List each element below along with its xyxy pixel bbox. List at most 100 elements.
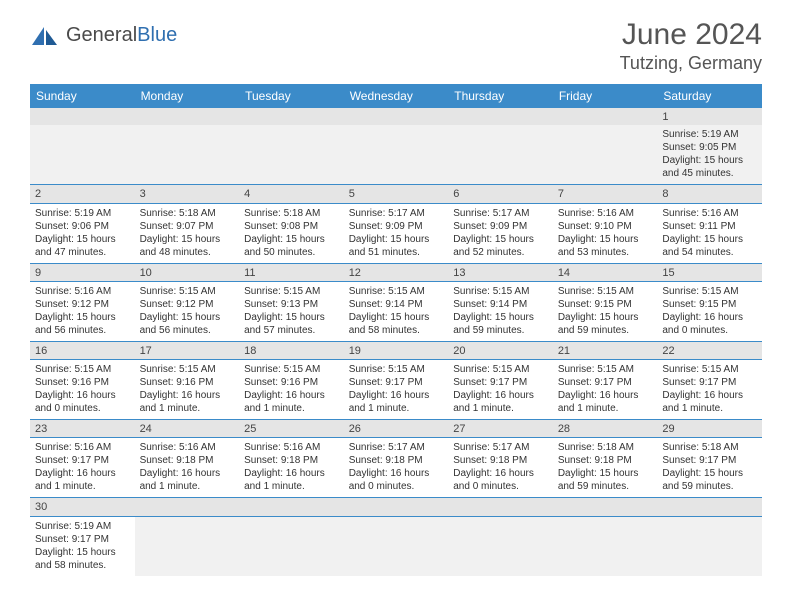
sunrise-text: Sunrise: 5:19 AM	[35, 520, 130, 533]
day-cell: Sunrise: 5:17 AMSunset: 9:18 PMDaylight:…	[344, 438, 449, 498]
sunrise-text: Sunrise: 5:17 AM	[453, 441, 548, 454]
week-content-row: Sunrise: 5:16 AMSunset: 9:12 PMDaylight:…	[30, 281, 762, 341]
sunrise-text: Sunrise: 5:16 AM	[35, 441, 130, 454]
sunrise-text: Sunrise: 5:15 AM	[35, 363, 130, 376]
day-cell: Sunrise: 5:17 AMSunset: 9:18 PMDaylight:…	[448, 438, 553, 498]
day-number-cell: 26	[344, 420, 449, 438]
sunrise-text: Sunrise: 5:15 AM	[349, 363, 444, 376]
sunset-text: Sunset: 9:17 PM	[35, 533, 130, 546]
sunrise-text: Sunrise: 5:19 AM	[35, 207, 130, 220]
day-cell: Sunrise: 5:15 AMSunset: 9:16 PMDaylight:…	[135, 360, 240, 420]
weekday-header-row: Sunday Monday Tuesday Wednesday Thursday…	[30, 84, 762, 108]
day-cell	[135, 516, 240, 576]
sunset-text: Sunset: 9:07 PM	[140, 220, 235, 233]
sunset-text: Sunset: 9:13 PM	[244, 298, 339, 311]
sunrise-text: Sunrise: 5:17 AM	[349, 441, 444, 454]
day-number-row: 1	[30, 108, 762, 125]
calendar-page: General Blue June 2024 Tutzing, Germany …	[0, 0, 792, 594]
weekday-header: Wednesday	[344, 84, 449, 108]
daylight-text: Daylight: 16 hours and 0 minutes.	[453, 467, 548, 493]
day-cell: Sunrise: 5:18 AMSunset: 9:08 PMDaylight:…	[239, 203, 344, 263]
day-number-cell: 5	[344, 185, 449, 203]
day-cell: Sunrise: 5:15 AMSunset: 9:15 PMDaylight:…	[657, 281, 762, 341]
sunrise-text: Sunrise: 5:19 AM	[662, 128, 757, 141]
day-number-cell: 22	[657, 341, 762, 359]
day-number-cell	[30, 108, 135, 125]
daylight-text: Daylight: 16 hours and 1 minute.	[558, 389, 653, 415]
sunset-text: Sunset: 9:06 PM	[35, 220, 130, 233]
daylight-text: Daylight: 16 hours and 1 minute.	[140, 389, 235, 415]
day-number-cell: 14	[553, 263, 658, 281]
day-number-cell: 15	[657, 263, 762, 281]
day-number-cell: 6	[448, 185, 553, 203]
daylight-text: Daylight: 15 hours and 45 minutes.	[662, 154, 757, 180]
daylight-text: Daylight: 15 hours and 47 minutes.	[35, 233, 130, 259]
weekday-header: Sunday	[30, 84, 135, 108]
day-number-cell: 7	[553, 185, 658, 203]
day-number-cell: 16	[30, 341, 135, 359]
sunrise-text: Sunrise: 5:18 AM	[140, 207, 235, 220]
sunset-text: Sunset: 9:17 PM	[35, 454, 130, 467]
sunset-text: Sunset: 9:17 PM	[453, 376, 548, 389]
day-cell: Sunrise: 5:19 AMSunset: 9:06 PMDaylight:…	[30, 203, 135, 263]
day-number-cell	[448, 498, 553, 516]
day-number-cell: 23	[30, 420, 135, 438]
sunrise-text: Sunrise: 5:15 AM	[244, 285, 339, 298]
daylight-text: Daylight: 15 hours and 54 minutes.	[662, 233, 757, 259]
sunrise-text: Sunrise: 5:16 AM	[140, 441, 235, 454]
day-number-cell	[135, 498, 240, 516]
day-number-cell: 18	[239, 341, 344, 359]
weekday-header: Monday	[135, 84, 240, 108]
daylight-text: Daylight: 16 hours and 1 minute.	[349, 389, 444, 415]
daylight-text: Daylight: 16 hours and 0 minutes.	[349, 467, 444, 493]
day-cell: Sunrise: 5:17 AMSunset: 9:09 PMDaylight:…	[344, 203, 449, 263]
sunrise-text: Sunrise: 5:16 AM	[35, 285, 130, 298]
sunrise-text: Sunrise: 5:15 AM	[662, 285, 757, 298]
day-cell: Sunrise: 5:15 AMSunset: 9:13 PMDaylight:…	[239, 281, 344, 341]
sunrise-text: Sunrise: 5:15 AM	[662, 363, 757, 376]
daylight-text: Daylight: 15 hours and 59 minutes.	[662, 467, 757, 493]
day-cell	[448, 516, 553, 576]
day-number-row: 2345678	[30, 185, 762, 203]
day-cell	[239, 125, 344, 185]
sunset-text: Sunset: 9:08 PM	[244, 220, 339, 233]
day-cell: Sunrise: 5:15 AMSunset: 9:15 PMDaylight:…	[553, 281, 658, 341]
day-cell: Sunrise: 5:15 AMSunset: 9:16 PMDaylight:…	[239, 360, 344, 420]
daylight-text: Daylight: 15 hours and 50 minutes.	[244, 233, 339, 259]
sunset-text: Sunset: 9:18 PM	[558, 454, 653, 467]
day-cell	[239, 516, 344, 576]
daylight-text: Daylight: 15 hours and 56 minutes.	[140, 311, 235, 337]
daylight-text: Daylight: 15 hours and 58 minutes.	[35, 546, 130, 572]
day-cell: Sunrise: 5:15 AMSunset: 9:14 PMDaylight:…	[344, 281, 449, 341]
day-cell: Sunrise: 5:16 AMSunset: 9:18 PMDaylight:…	[135, 438, 240, 498]
sunrise-text: Sunrise: 5:16 AM	[244, 441, 339, 454]
day-number-cell	[239, 108, 344, 125]
sunset-text: Sunset: 9:16 PM	[140, 376, 235, 389]
week-content-row: Sunrise: 5:19 AMSunset: 9:06 PMDaylight:…	[30, 203, 762, 263]
weekday-header: Saturday	[657, 84, 762, 108]
sunset-text: Sunset: 9:16 PM	[35, 376, 130, 389]
day-cell	[448, 125, 553, 185]
sunrise-text: Sunrise: 5:18 AM	[244, 207, 339, 220]
sunset-text: Sunset: 9:18 PM	[349, 454, 444, 467]
day-number-cell: 28	[553, 420, 658, 438]
daylight-text: Daylight: 16 hours and 1 minute.	[244, 389, 339, 415]
daylight-text: Daylight: 15 hours and 58 minutes.	[349, 311, 444, 337]
day-number-cell: 1	[657, 108, 762, 125]
sunset-text: Sunset: 9:05 PM	[662, 141, 757, 154]
day-cell: Sunrise: 5:15 AMSunset: 9:16 PMDaylight:…	[30, 360, 135, 420]
weekday-header: Friday	[553, 84, 658, 108]
day-cell	[657, 516, 762, 576]
daylight-text: Daylight: 15 hours and 51 minutes.	[349, 233, 444, 259]
day-cell: Sunrise: 5:15 AMSunset: 9:17 PMDaylight:…	[657, 360, 762, 420]
daylight-text: Daylight: 16 hours and 1 minute.	[35, 467, 130, 493]
day-cell: Sunrise: 5:15 AMSunset: 9:17 PMDaylight:…	[553, 360, 658, 420]
week-content-row: Sunrise: 5:19 AMSunset: 9:05 PMDaylight:…	[30, 125, 762, 185]
day-number-cell: 27	[448, 420, 553, 438]
day-number-cell: 11	[239, 263, 344, 281]
day-number-cell: 2	[30, 185, 135, 203]
weekday-header: Tuesday	[239, 84, 344, 108]
day-cell: Sunrise: 5:19 AMSunset: 9:05 PMDaylight:…	[657, 125, 762, 185]
day-number-cell: 9	[30, 263, 135, 281]
day-number-cell: 24	[135, 420, 240, 438]
